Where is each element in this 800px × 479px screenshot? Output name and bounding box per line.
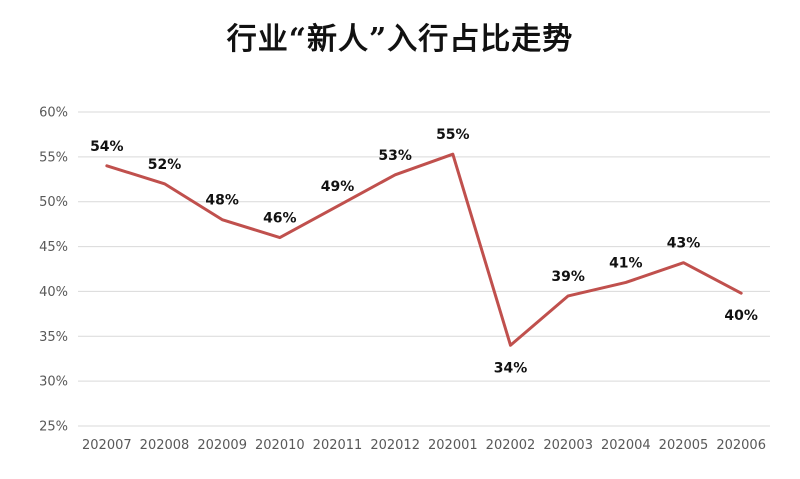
y-tick-label: 45%: [39, 240, 68, 255]
x-tick-label: 202006: [716, 438, 766, 453]
data-label: 46%: [263, 211, 297, 227]
x-tick-label: 202002: [486, 438, 536, 453]
x-tick-label: 202007: [82, 438, 132, 453]
x-tick-label: 202010: [255, 438, 305, 453]
x-tick-label: 202004: [601, 438, 651, 453]
y-tick-label: 30%: [39, 375, 68, 390]
data-label: 54%: [90, 139, 124, 155]
series-line: [105, 152, 743, 347]
data-label: 48%: [205, 193, 239, 209]
x-tick-label: 202009: [197, 438, 247, 453]
data-label: 52%: [148, 157, 182, 173]
y-tick-label: 55%: [39, 150, 68, 165]
x-tick-label: 202003: [543, 438, 593, 453]
data-label: 53%: [378, 148, 412, 164]
x-tick-label: 202012: [370, 438, 420, 453]
x-tick-label: 202011: [313, 438, 363, 453]
y-tick-label: 25%: [39, 420, 68, 435]
y-tick-label: 60%: [39, 106, 68, 121]
data-label: 40%: [724, 308, 758, 324]
y-tick-label: 50%: [39, 195, 68, 210]
data-label: 34%: [494, 360, 528, 376]
chart-title: 行业“新人”入行占比走势: [226, 22, 574, 57]
data-label: 43%: [667, 236, 701, 252]
x-tick-label: 202001: [428, 438, 478, 453]
data-label: 55%: [436, 127, 470, 143]
data-label: 41%: [609, 255, 643, 271]
data-label: 39%: [551, 269, 585, 285]
y-tick-label: 35%: [39, 330, 68, 345]
y-tick-label: 40%: [39, 285, 68, 300]
x-tick-label: 202008: [140, 438, 190, 453]
x-tick-label: 202005: [659, 438, 709, 453]
data-label: 49%: [321, 179, 355, 195]
